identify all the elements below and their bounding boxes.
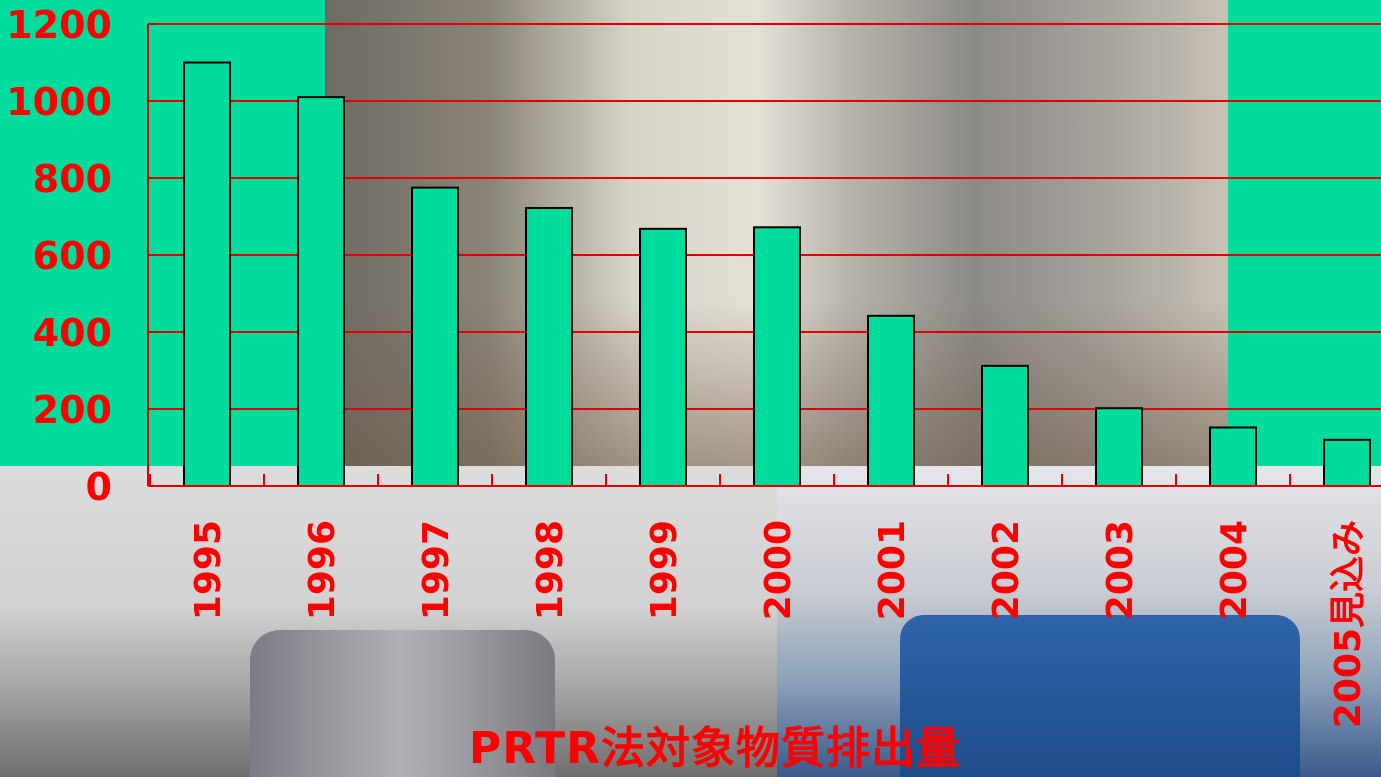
x-axis (148, 474, 1381, 487)
y-tick-label: 1000 (6, 80, 112, 124)
bar (411, 186, 459, 487)
bar (1323, 438, 1371, 487)
x-tick-labels: 1995 1996 1997 1998 1999 2000 2001 2002 2003 2004… (188, 520, 1369, 728)
y-tick-label: 800 (33, 157, 112, 201)
x-tick-label: 2004 (1214, 520, 1255, 620)
x-tick-label: 1997 (416, 520, 457, 620)
bar (1095, 407, 1143, 488)
y-tick-label: 400 (33, 311, 112, 355)
y-tick-labels: 0 200 400 600 800 1000 1200 (6, 3, 112, 509)
x-tick-label: 1998 (530, 520, 571, 620)
bar (753, 226, 801, 487)
x-tick-label: 2000 (758, 520, 799, 620)
truck-cab-shape (900, 615, 1300, 777)
chart-title: PRTR法対象物質排出量 (468, 723, 962, 774)
x-tick-label: 2001 (872, 520, 913, 620)
x-tick-label: 2005見込み (1328, 520, 1369, 728)
x-tick-label: 2002 (986, 520, 1027, 620)
bar (525, 207, 573, 487)
y-tick-label: 0 (86, 465, 112, 509)
bar (867, 314, 915, 487)
storage-tank-shape (250, 630, 555, 777)
y-tick-label: 600 (33, 234, 112, 278)
x-tick-label: 1999 (644, 520, 685, 620)
bar (639, 227, 687, 487)
bars (183, 61, 1371, 488)
y-tick-label: 1200 (6, 3, 112, 47)
x-tick-label: 1995 (188, 520, 229, 620)
bar (183, 61, 231, 487)
bar (297, 96, 345, 488)
y-tick-label: 200 (33, 388, 112, 432)
x-tick-label: 2003 (1100, 520, 1141, 620)
x-tick-label: 1996 (302, 520, 343, 620)
bar (981, 364, 1029, 488)
bar (1209, 426, 1257, 488)
